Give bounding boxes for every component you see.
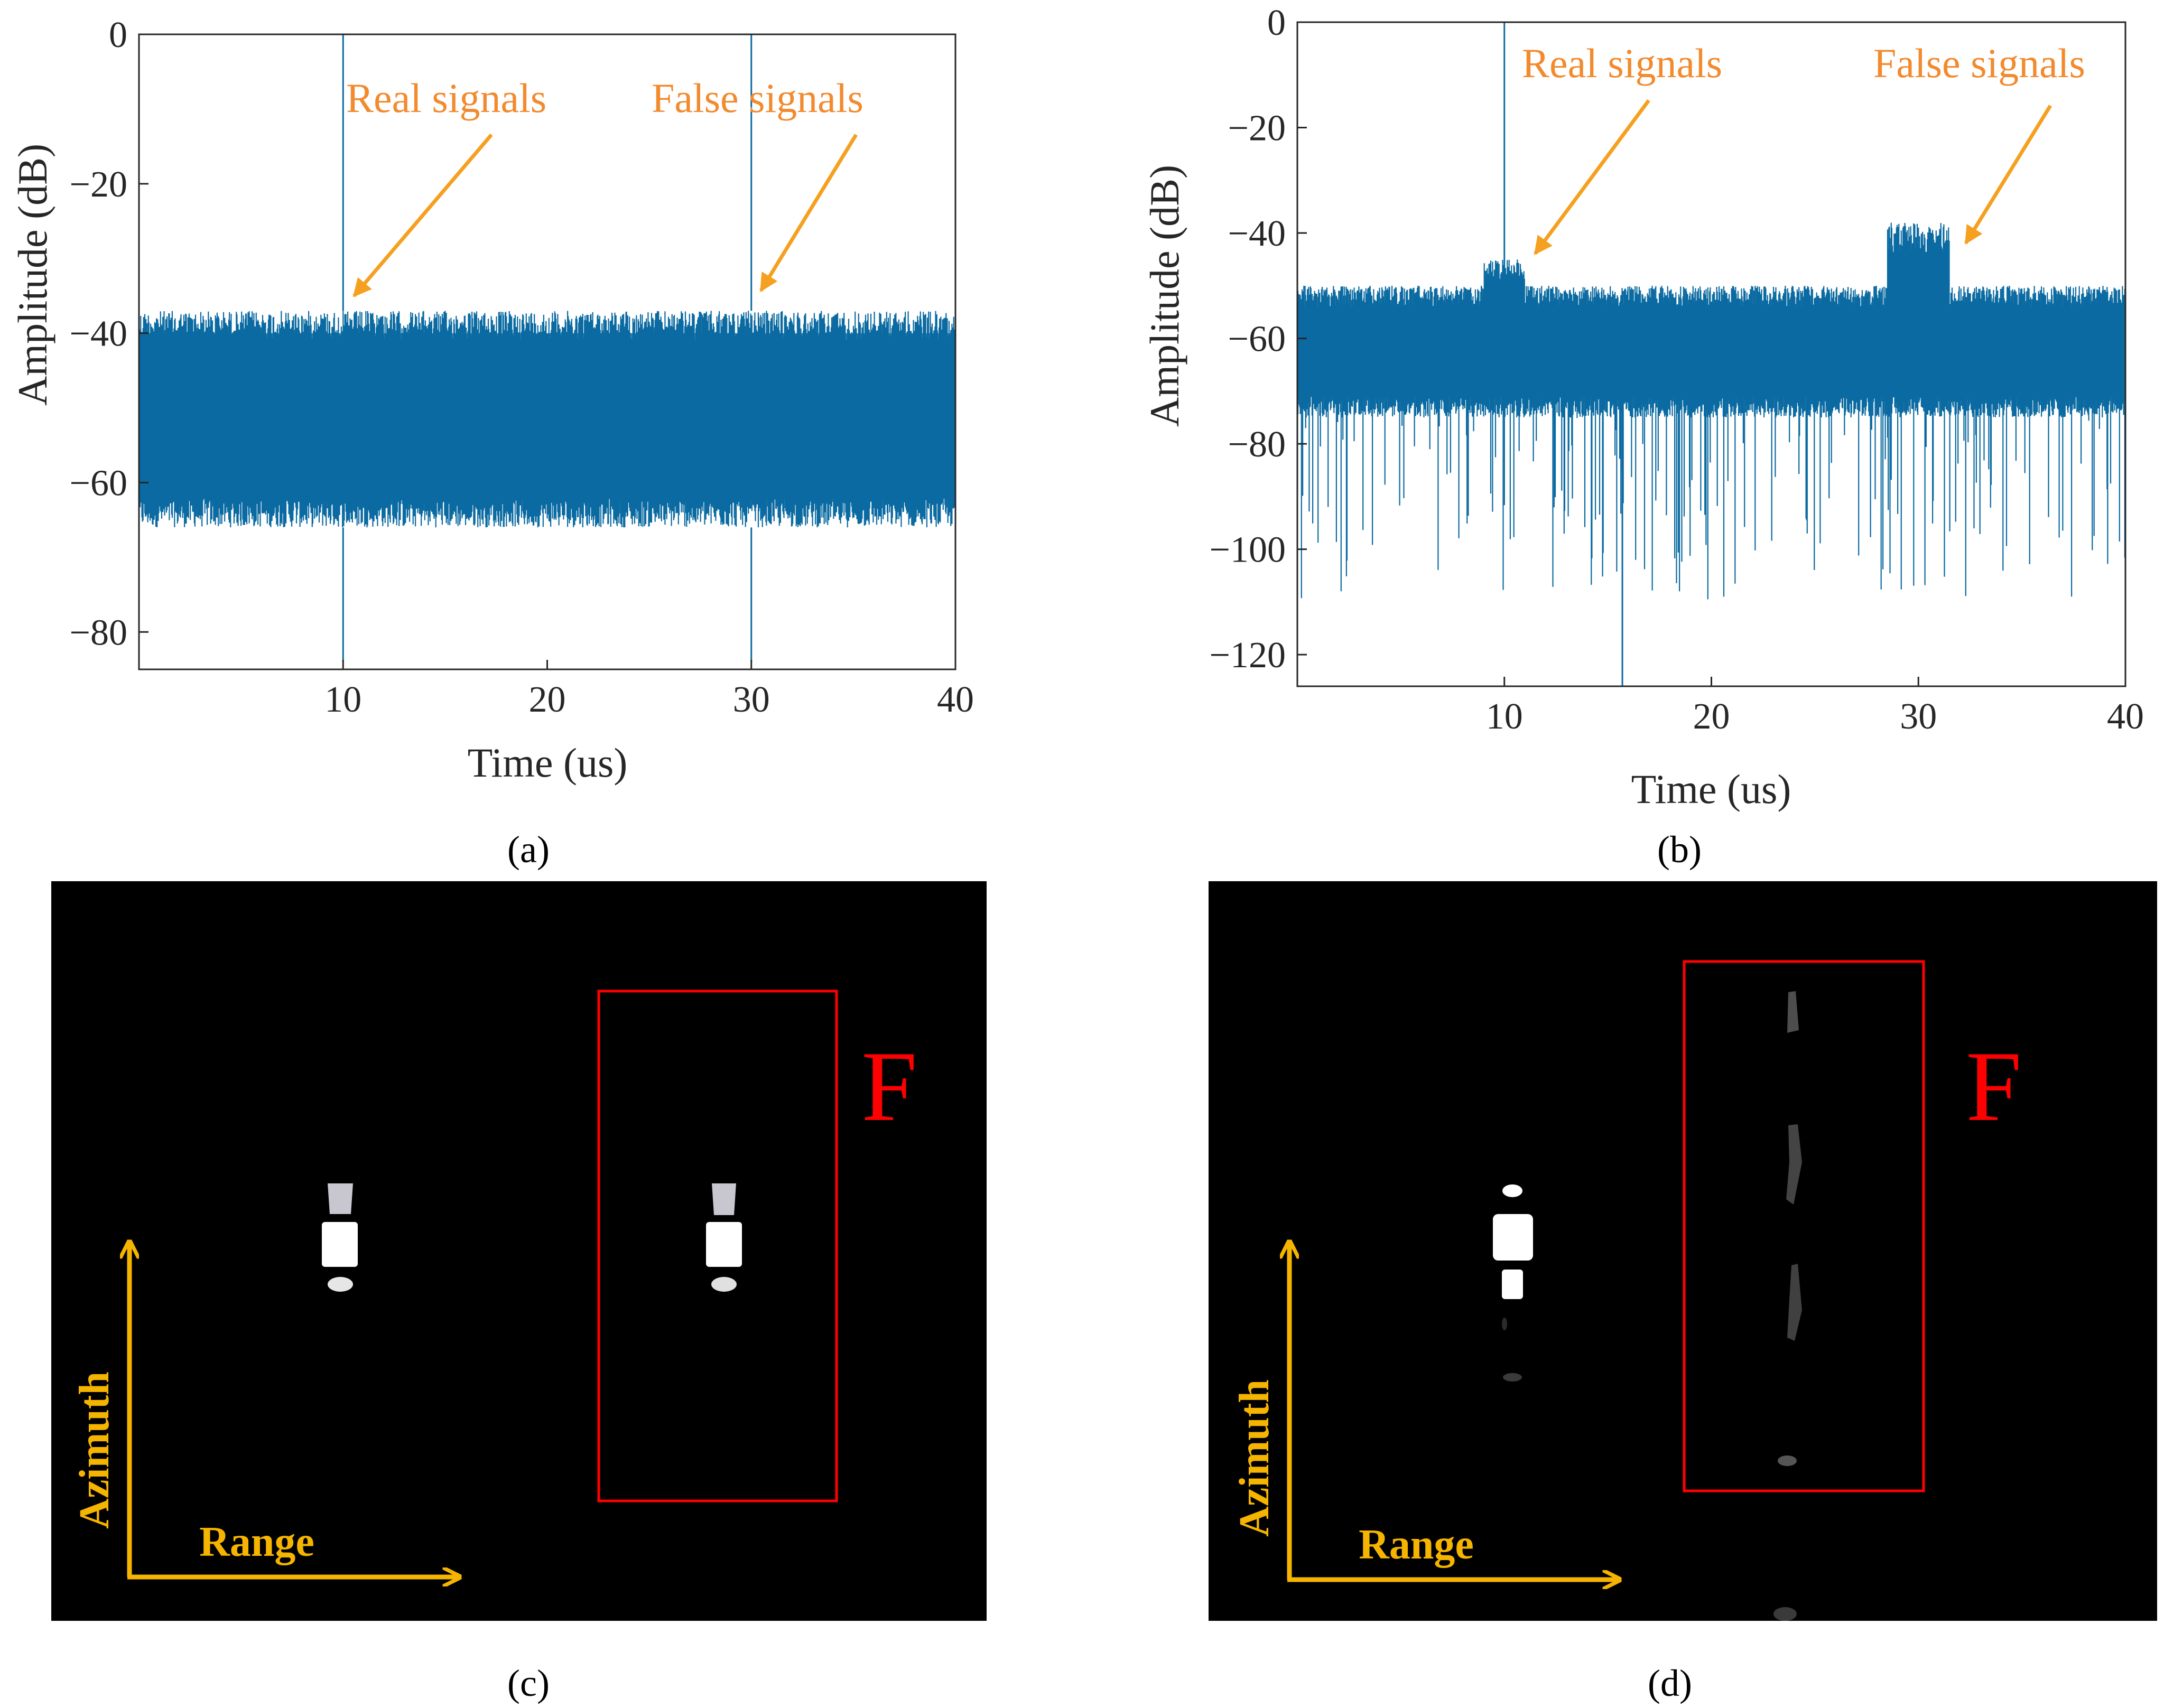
noise-band-core — [1297, 306, 2125, 391]
x-tick-label: 30 — [1900, 696, 1937, 737]
panel-b-annotation-real: Real signals — [1522, 40, 1722, 86]
target-low-blob — [328, 1277, 353, 1292]
panel-c-azimuth-label: Azimuth — [71, 1371, 118, 1529]
false-target-low-blob — [711, 1277, 737, 1292]
panel-b-chart: 10 20 30 400−20−40−60−80−100−120 Time (us) … — [1141, 3, 2144, 812]
panel-d-real-target — [1493, 1184, 1533, 1382]
panel-c-range-label: Range — [199, 1519, 314, 1565]
panel-a-ylabel: Amplitude (dB) — [10, 144, 55, 406]
smear-3 — [1787, 1264, 1802, 1341]
target-low-blob — [1502, 1270, 1523, 1299]
target-top-blob — [328, 1183, 353, 1214]
y-tick-label: −80 — [70, 612, 127, 653]
y-tick-label: −60 — [1228, 319, 1286, 360]
panel-a-ticks: 10 20 30 40 0 −20 −40 −60 −80 — [70, 15, 974, 720]
caption-d: (d) — [1648, 1662, 1692, 1704]
y-tick-label: −40 — [70, 314, 127, 354]
smear-1 — [1787, 991, 1799, 1033]
panel-a-signal — [138, 34, 956, 662]
y-tick-label: −100 — [1210, 530, 1286, 571]
panel-c-frame-label: F — [861, 1031, 917, 1142]
panel-b-arrow-real — [1534, 99, 1650, 255]
x-tick-label: 20 — [529, 679, 566, 720]
panel-b-ticks: 10 20 30 40 0 −20 −40 −60 −80 −100 −120 — [1210, 3, 2144, 737]
y-tick-label: 0 — [109, 15, 127, 55]
x-tick-label: 10 — [324, 679, 361, 720]
panel-d-range-label: Range — [1359, 1522, 1474, 1568]
panel-c-false-target — [706, 1183, 742, 1292]
false-target-top-blob — [712, 1183, 736, 1215]
x-tick-label: 30 — [733, 679, 770, 720]
panel-b-signal — [1296, 22, 2126, 686]
panel-b-annotation-false: False signals — [1873, 40, 2085, 86]
smear-5 — [1773, 1607, 1797, 1621]
x-tick-label: 40 — [2107, 696, 2144, 737]
caption-c: (c) — [507, 1662, 550, 1704]
panel-a-annotation-false: False signals — [652, 75, 863, 121]
caption-a: (a) — [507, 828, 550, 871]
noise-band-core — [139, 333, 955, 483]
panel-a-xlabel: Time (us) — [468, 740, 628, 786]
panel-b-arrow-false — [1964, 105, 2052, 245]
target-sidelobe-1 — [1502, 1318, 1507, 1330]
y-tick-label: −80 — [1228, 424, 1286, 465]
target-sidelobe-2 — [1503, 1373, 1522, 1382]
y-tick-label: 0 — [1267, 3, 1286, 43]
panel-d-azimuth-label: Azimuth — [1231, 1379, 1278, 1537]
panel-c-real-target — [322, 1183, 358, 1292]
target-top-blob — [1502, 1184, 1522, 1197]
y-tick-label: −60 — [70, 463, 127, 503]
y-tick-label: −20 — [70, 164, 127, 205]
panel-d-image: F Azimuth Range — [1209, 881, 2157, 1621]
y-tick-label: −120 — [1210, 635, 1286, 676]
x-tick-label: 40 — [937, 679, 974, 720]
panel-d-false-target — [1773, 991, 1802, 1621]
false-target-mid-blob — [706, 1222, 742, 1267]
panel-a-chart: 10 20 30 40 0 −20 −40 −60 −80 Time (us) Amplitud… — [10, 15, 974, 786]
panel-b-xlabel: Time (us) — [1631, 766, 1791, 812]
panel-a-annotation-real: Real signals — [346, 75, 546, 121]
x-tick-label: 20 — [1693, 696, 1730, 737]
target-mid-blob — [322, 1222, 358, 1267]
panel-a-arrow-false — [759, 134, 858, 292]
panel-b-ylabel: Amplitude (dB) — [1141, 165, 1187, 427]
x-tick-label: 10 — [1486, 696, 1523, 737]
panel-c-false-frame — [597, 990, 838, 1502]
panel-c-image: F Azimuth Range — [51, 881, 987, 1621]
y-tick-label: −40 — [1228, 213, 1286, 254]
panel-a-arrow-real — [352, 133, 493, 297]
y-tick-label: −20 — [1228, 108, 1286, 149]
smear-4 — [1778, 1455, 1797, 1466]
panel-d-false-frame — [1683, 960, 1925, 1492]
noise-band-series — [1296, 222, 2126, 600]
panel-d-frame-label: F — [1966, 1031, 2022, 1142]
caption-b: (b) — [1657, 828, 1702, 871]
smear-2 — [1786, 1124, 1802, 1205]
target-mid-blob — [1493, 1214, 1533, 1261]
panel-c-background — [51, 881, 987, 1621]
